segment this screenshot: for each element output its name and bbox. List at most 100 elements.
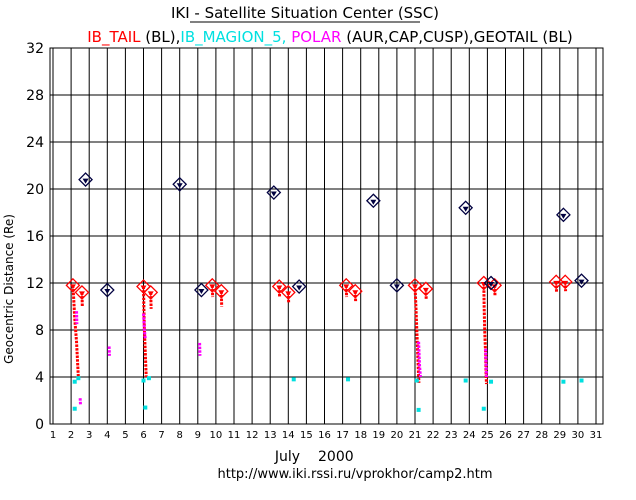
ib-magion-5-point [291, 377, 296, 382]
geotail-apogee-arrow [198, 289, 205, 295]
polar-track [484, 348, 488, 378]
ib-magion-5-point [561, 379, 566, 384]
series-ib-tail [65, 274, 573, 385]
y-tick-label: 4 [35, 370, 44, 386]
x-tick-label: 20 [391, 430, 404, 441]
geotail-apogee-marker [556, 207, 571, 223]
x-tick-label: 14 [282, 430, 295, 441]
x-tick-label: 28 [535, 430, 548, 441]
ib-magion-5-point [141, 378, 146, 383]
x-tick-label: 7 [158, 430, 164, 441]
series-layer [65, 172, 589, 412]
geotail-apogee-marker [365, 193, 381, 209]
x-tick-label: 4 [104, 430, 110, 441]
ib-tail-apogee-marker [204, 277, 220, 293]
ib-magion-5-point [463, 378, 468, 383]
ib-magion-5-point [143, 405, 148, 410]
x-tick-label: 24 [463, 430, 476, 441]
ib-magion-5-point [72, 379, 77, 384]
geotail-apogee-arrow [270, 191, 277, 197]
ib-magion-5-point [489, 379, 494, 384]
chart-title: IKI - Satellite Situation Center (SSC) [171, 4, 439, 22]
y-tick-label: 12 [26, 276, 44, 292]
y-tick-label: 8 [35, 323, 44, 339]
grid [50, 47, 603, 425]
ib-tail-apogee-arrow [285, 291, 292, 297]
geotail-apogee-marker [194, 282, 209, 298]
y-axis-label: Geocentric Distance (Re) [2, 214, 16, 364]
geotail-apogee-arrow [578, 279, 585, 285]
geotail-apogee-marker [291, 279, 307, 294]
x-tick-label: 30 [572, 430, 585, 441]
series-ib-magion-5 [72, 376, 584, 412]
ib-tail-apogee-marker [347, 283, 363, 299]
geotail-apogee-marker [172, 176, 188, 192]
ib-magion-5-point [346, 377, 351, 382]
x-tick-label: 31 [590, 430, 603, 441]
ib-magion-5-point [416, 407, 421, 412]
ib-tail-apogee-arrow [78, 291, 85, 297]
ib-tail-apogee-arrow [343, 284, 350, 290]
geotail-apogee-marker [78, 172, 93, 188]
ib-tail-apogee-marker [74, 284, 90, 300]
ib-tail-track [71, 285, 80, 378]
ib-tail-apogee-arrow [69, 284, 76, 290]
ib-magion-5-point [76, 376, 81, 381]
geotail-apogee-marker [483, 275, 499, 291]
ib-tail-apogee-marker [418, 281, 434, 297]
y-tick-label: 20 [26, 182, 44, 198]
y-tick-label: 32 [26, 41, 44, 57]
ib-tail-apogee-marker [557, 274, 573, 290]
ib-tail-apogee-marker [136, 279, 151, 294]
ib-tail-apogee-marker [407, 277, 423, 293]
ib-tail-track [142, 286, 148, 378]
ib-magion-5-point [72, 406, 77, 411]
x-tick-label: 3 [86, 430, 92, 441]
polar-track [417, 341, 422, 378]
x-tick-label: 25 [481, 430, 494, 441]
geotail-apogee-arrow [176, 183, 183, 189]
geotail-apogee-arrow [462, 206, 469, 212]
x-tick-label: 23 [445, 430, 458, 441]
subtitle-geotail: (AUR,CAP,CUSP),GEOTAIL (BL) [341, 28, 572, 46]
geotail-apogee-marker [574, 273, 589, 289]
ib-tail-apogee-arrow [218, 290, 225, 296]
x-tick-label: 27 [517, 430, 530, 441]
geotail-apogee-arrow [560, 213, 567, 219]
geotail-apogee-arrow [393, 284, 400, 290]
ib-tail-apogee-arrow [562, 280, 569, 286]
geotail-apogee-marker [266, 185, 282, 200]
ib-tail-apogee-arrow [422, 287, 429, 293]
ib-magion-5-point [481, 406, 486, 411]
x-tick-label: 18 [354, 430, 367, 441]
ib-tail-apogee-arrow [140, 285, 147, 291]
x-tick-label: 21 [409, 430, 422, 441]
x-tick-label: 1 [50, 430, 56, 441]
ib-tail-apogee-arrow [491, 284, 498, 290]
x-tick-label: 13 [264, 430, 277, 441]
x-tick-label: 15 [300, 430, 313, 441]
x-tick-label: 17 [336, 430, 349, 441]
y-tick-label: 24 [26, 135, 44, 151]
x-tick-label: 16 [318, 430, 331, 441]
subtitle-ib-tail: IB_TAIL [87, 28, 141, 47]
x-tick-label: 10 [210, 430, 223, 441]
ib-tail-apogee-arrow [412, 284, 418, 290]
x-axis-year: 2000 [318, 449, 354, 465]
geotail-apogee-arrow [488, 282, 495, 287]
geotail-apogee-marker [458, 200, 474, 216]
subtitle-ib-tail-suffix: (BL), [141, 28, 181, 46]
x-tick-labels: 1 2 3 4 5 6 7 8 9 10 11 12 13 14 15 16 17 18 19 20 21 22 23 24 2… [50, 430, 603, 441]
ib-tail-apogee-marker [271, 279, 287, 294]
x-tick-label: 26 [499, 430, 512, 441]
x-tick-label: 6 [140, 430, 146, 441]
subtitle-polar: POLAR [286, 28, 341, 46]
geotail-apogee-marker [389, 277, 405, 293]
x-tick-label: 8 [177, 430, 183, 441]
y-tick-label: 16 [26, 229, 44, 245]
x-tick-label: 9 [195, 430, 201, 441]
series-polar [75, 311, 488, 406]
x-tick-label: 5 [122, 430, 128, 441]
ib-tail-apogee-marker [280, 284, 296, 300]
ib-tail-apogee-marker [338, 277, 354, 293]
